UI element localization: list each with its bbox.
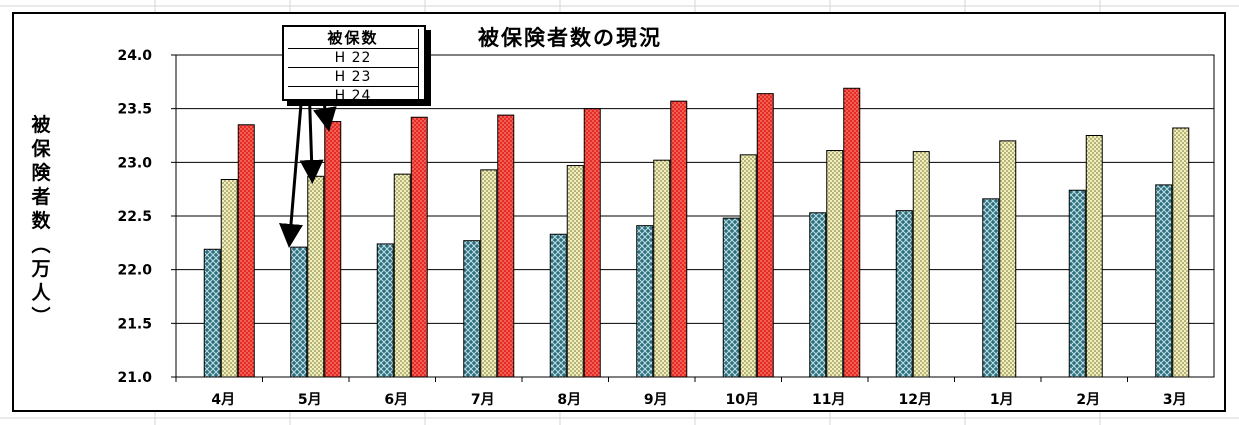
- y-tick-label: 22.5: [117, 209, 152, 225]
- y-axis-label-char: 保: [31, 138, 51, 160]
- x-tick-label: 7月: [471, 392, 495, 408]
- legend-title: 被保数: [288, 29, 419, 49]
- bar-h22: [203, 248, 221, 378]
- bar-h22: [290, 246, 308, 378]
- y-tick-label: 23.0: [117, 155, 152, 171]
- chart-title: 被保険者数の現況: [478, 26, 662, 50]
- bar-h23: [393, 173, 411, 378]
- bar-h23: [1172, 127, 1190, 378]
- bar-h24: [756, 93, 774, 378]
- x-tick-label: 6月: [384, 392, 408, 408]
- x-tick-label: 5月: [298, 392, 322, 408]
- y-axis-label-char: 人: [31, 282, 51, 304]
- y-axis-label-char: 被: [31, 114, 51, 136]
- bar-h23: [566, 165, 584, 378]
- x-tick-label: 12月: [899, 392, 932, 408]
- bar-h24: [497, 114, 515, 378]
- x-tick-label: 8月: [557, 392, 581, 408]
- bar-h22: [1155, 184, 1173, 378]
- bar-h23: [480, 169, 498, 378]
- legend: 被保数 H 22 H 23 H 24: [282, 25, 426, 106]
- bar-h24: [410, 116, 428, 378]
- y-axis-label-char: 万: [31, 258, 51, 280]
- bar-h24: [670, 100, 688, 378]
- bar-h23: [653, 159, 671, 378]
- bar-h22: [982, 198, 1000, 378]
- legend-item-h23: H 23: [288, 68, 419, 87]
- x-tick-label: 3月: [1163, 392, 1187, 408]
- bar-h22: [463, 240, 481, 378]
- legend-item-h24: H 24: [288, 87, 419, 106]
- bar-h22: [809, 212, 827, 378]
- y-axis-label-char: ︶: [31, 306, 51, 328]
- y-axis-label-char: 数: [31, 210, 51, 232]
- bar-h23: [1085, 135, 1103, 378]
- bar-h24: [583, 108, 601, 378]
- bar-h23: [307, 175, 325, 378]
- bar-h22: [636, 225, 654, 378]
- bar-h24: [843, 87, 861, 378]
- bar-h23: [912, 151, 930, 378]
- bar-h22: [895, 210, 913, 378]
- y-tick-label: 21.0: [117, 370, 152, 386]
- bar-h23: [826, 150, 844, 378]
- bar-h22: [376, 243, 394, 378]
- y-axis-label-char: 険: [31, 162, 51, 184]
- bar-h22: [722, 217, 740, 378]
- legend-item-h22: H 22: [288, 49, 419, 68]
- x-tick-label: 9月: [644, 392, 668, 408]
- x-tick-label: 1月: [990, 392, 1014, 408]
- x-tick-label: 4月: [211, 392, 235, 408]
- y-tick-label: 21.5: [117, 316, 152, 332]
- bar-h22: [1068, 189, 1086, 378]
- y-axis-label-char: 者: [31, 186, 51, 208]
- y-tick-label: 23.5: [117, 102, 152, 118]
- x-tick-label: 10月: [726, 392, 759, 408]
- y-tick-label: 24.0: [117, 48, 152, 64]
- bar-h23: [220, 179, 238, 378]
- x-tick-label: 11月: [812, 392, 845, 408]
- y-axis-label-char: ︵: [31, 234, 51, 256]
- bar-h23: [999, 140, 1017, 378]
- bar-h22: [549, 233, 567, 378]
- bar-h24: [237, 124, 255, 378]
- x-tick-label: 2月: [1076, 392, 1100, 408]
- bar-h24: [324, 121, 342, 378]
- bar-h23: [739, 154, 757, 378]
- y-axis-label: 被保険者数 ︵ 万人 ︶: [28, 113, 54, 329]
- y-tick-label: 22.0: [117, 263, 152, 279]
